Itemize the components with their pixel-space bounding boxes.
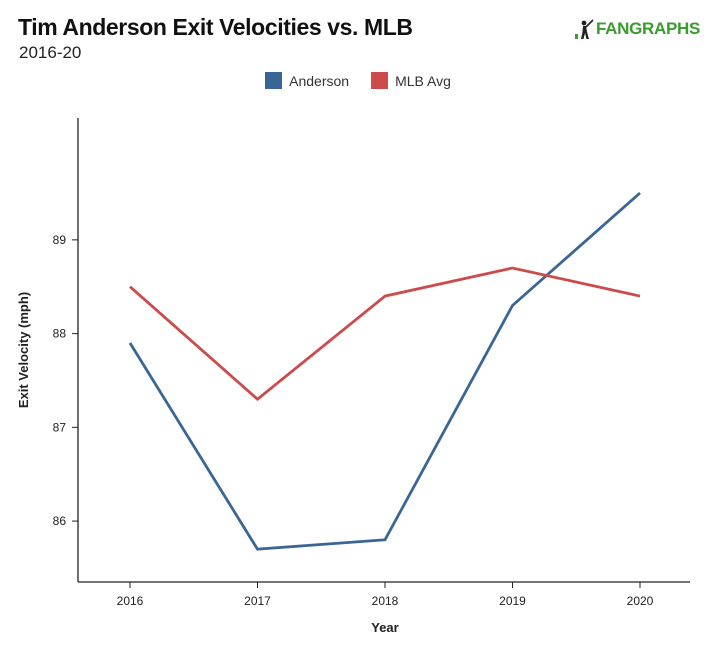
axes: 86 87 88 89 2016 2017 2018 2019 2020 (53, 118, 690, 608)
x-tick-label: 2017 (244, 594, 271, 608)
fangraphs-logo[interactable]: FAN GRAPHS (574, 19, 700, 39)
series-lines (128, 191, 641, 551)
legend-swatch-mlb-avg (371, 72, 389, 89)
logo-text-fan: FAN (595, 19, 630, 38)
legend-label-mlb-avg: MLB Avg (395, 72, 451, 89)
y-tick-label: 88 (53, 327, 67, 341)
y-axis-title: Exit Velocity (mph) (16, 292, 31, 408)
y-tick-label: 86 (53, 514, 67, 528)
x-tick-label: 2018 (372, 594, 399, 608)
x-tick-label: 2019 (499, 594, 526, 608)
legend-swatch-anderson (265, 72, 283, 89)
chart-subtitle: 2016-20 (19, 43, 82, 62)
x-tick-label: 2016 (117, 594, 144, 608)
legend-label-anderson: Anderson (289, 72, 350, 89)
series-line-mlb-avg (129, 266, 641, 402)
legend-item-anderson[interactable]: Anderson (265, 72, 349, 89)
chart-title: Tim Anderson Exit Velocities vs. MLB (18, 14, 413, 40)
y-tick-label: 89 (53, 233, 67, 247)
x-axis-title: Year (371, 620, 398, 635)
legend-item-mlb-avg[interactable]: MLB Avg (371, 72, 451, 89)
x-tick-label: 2020 (627, 594, 654, 608)
logo-text-graphs: GRAPHS (629, 19, 700, 38)
legend: Anderson MLB Avg (0, 72, 716, 89)
batter-icon (574, 19, 594, 39)
series-line-anderson (128, 191, 641, 551)
y-tick-label: 87 (53, 420, 67, 434)
